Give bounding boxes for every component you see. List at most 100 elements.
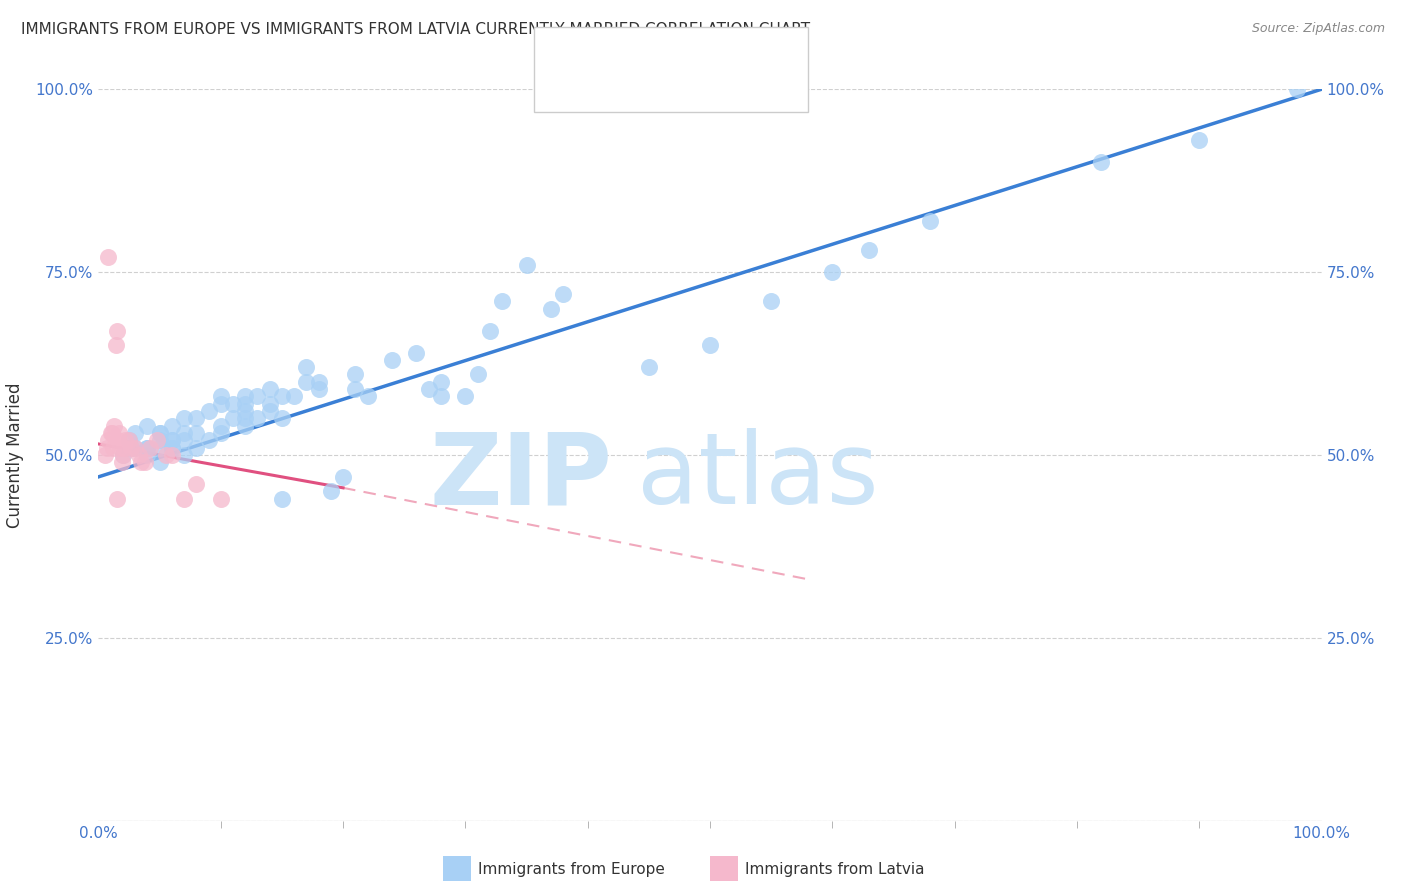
Point (540, 301, 562, 316)
Point (761, 294, 783, 309)
Point (308, 375, 330, 389)
Point (344, 368, 367, 382)
Text: R =: R = (582, 82, 621, 100)
Point (124, 425, 146, 440)
Point (120, 441, 142, 455)
Point (111, 448, 134, 462)
Point (209, 491, 232, 506)
Text: 0.726: 0.726 (621, 38, 678, 56)
Point (246, 411, 269, 425)
Y-axis label: Currently Married: Currently Married (7, 382, 24, 528)
Point (139, 441, 162, 455)
Point (173, 434, 195, 448)
Point (107, 434, 129, 448)
Point (110, 441, 132, 455)
Point (295, 360, 318, 375)
Text: R =: R = (582, 38, 621, 56)
Point (209, 397, 232, 411)
Point (356, 389, 378, 403)
Point (160, 448, 183, 462)
Point (515, 258, 537, 272)
Point (186, 441, 208, 455)
Point (233, 411, 256, 425)
Point (136, 418, 159, 433)
Point (129, 455, 152, 469)
Point (553, 287, 575, 301)
Point (478, 324, 501, 338)
Point (149, 441, 172, 455)
Point (136, 441, 159, 455)
Point (112, 441, 135, 455)
Point (118, 434, 141, 448)
Point (405, 345, 427, 359)
Point (105, 324, 128, 338)
Text: IMMIGRANTS FROM EUROPE VS IMMIGRANTS FROM LATVIA CURRENTLY MARRIED CORRELATION C: IMMIGRANTS FROM EUROPE VS IMMIGRANTS FRO… (21, 22, 810, 37)
Point (308, 382, 330, 396)
Point (270, 389, 294, 403)
Point (319, 484, 342, 499)
Point (173, 411, 195, 425)
Point (491, 294, 513, 309)
Text: N =: N = (671, 38, 723, 56)
Point (418, 382, 440, 396)
Point (120, 441, 142, 455)
Point (103, 418, 125, 433)
Point (108, 425, 131, 440)
Point (105, 491, 128, 506)
Point (1286, 82, 1309, 96)
Point (270, 411, 294, 425)
Point (467, 368, 489, 382)
Point (93, 448, 115, 462)
Point (1188, 133, 1211, 147)
Text: Immigrants from Latvia: Immigrants from Latvia (745, 863, 925, 877)
Point (160, 418, 183, 433)
Point (209, 425, 232, 440)
Point (97, 251, 120, 265)
Point (209, 418, 232, 433)
Point (136, 448, 159, 462)
Text: Immigrants from Europe: Immigrants from Europe (478, 863, 665, 877)
Point (104, 338, 127, 352)
Point (638, 360, 661, 375)
Point (222, 397, 245, 411)
Point (160, 434, 183, 448)
Point (246, 389, 269, 403)
Point (858, 243, 880, 257)
Text: N =: N = (683, 82, 735, 100)
Point (111, 448, 134, 462)
Point (233, 418, 256, 433)
Point (233, 404, 256, 418)
Point (173, 425, 195, 440)
Text: atlas: atlas (637, 428, 879, 525)
Point (173, 448, 195, 462)
Point (197, 434, 219, 448)
Point (101, 441, 124, 455)
Point (149, 425, 172, 440)
Point (111, 455, 134, 469)
Point (283, 389, 305, 403)
Point (186, 477, 208, 491)
Point (233, 389, 256, 403)
Point (233, 397, 256, 411)
Point (295, 375, 318, 389)
Point (430, 389, 453, 403)
Point (1090, 155, 1112, 169)
Point (332, 470, 354, 484)
Point (96, 441, 118, 455)
Point (259, 404, 281, 418)
Text: Source: ZipAtlas.com: Source: ZipAtlas.com (1251, 22, 1385, 36)
Point (259, 397, 281, 411)
Point (259, 382, 281, 396)
Point (270, 491, 294, 506)
Text: -0.174: -0.174 (621, 82, 686, 100)
Point (134, 455, 156, 469)
Point (173, 491, 195, 506)
Point (128, 448, 150, 462)
Point (155, 448, 177, 462)
Point (118, 434, 141, 448)
Point (101, 425, 124, 440)
Point (381, 352, 404, 367)
Point (197, 404, 219, 418)
Point (186, 411, 208, 425)
Point (146, 434, 169, 448)
